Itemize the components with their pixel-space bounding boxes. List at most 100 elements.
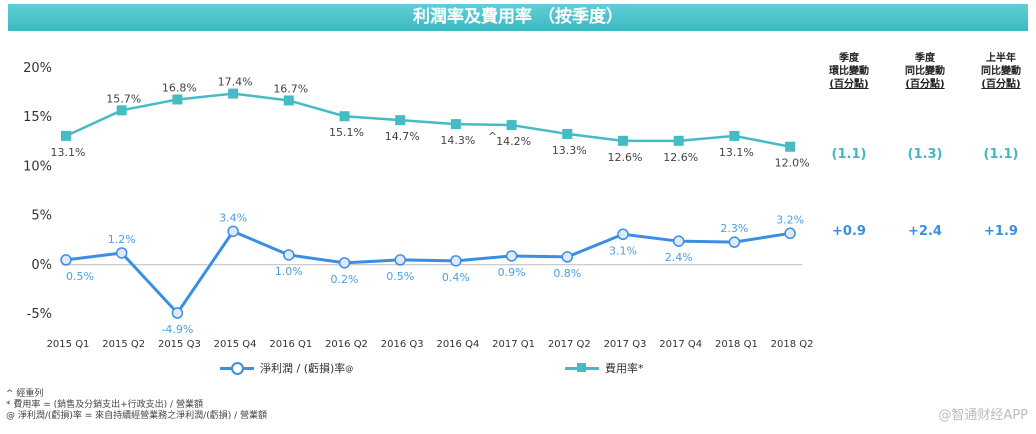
expense-yoy-value: (1.3) (907, 147, 943, 162)
x-tick-label: 2015 Q1 (47, 339, 90, 350)
col-header-line: 同比變動 (905, 66, 945, 77)
expense-point (729, 130, 740, 141)
net-point (784, 227, 796, 240)
net-data-label: 2.4% (665, 251, 693, 264)
net-data-label: 0.9% (498, 266, 526, 279)
col-header-unit: (百分點) (829, 79, 869, 90)
x-tick-label: 2017 Q1 (492, 339, 535, 350)
legend-item-net: 淨利潤 / (虧損)率 @ (220, 360, 353, 376)
net-yoy-value: +2.4 (908, 224, 942, 239)
expense-data-label: 14.2% (496, 135, 531, 148)
expense-data-label: 16.7% (273, 82, 308, 95)
y-tick-label: 15% (23, 110, 52, 125)
expense-h1-value: (1.1) (983, 147, 1019, 162)
footnotes: ^ 經重列 * 費用率 = (銷售及分銷支出+行政支出) / 營業額 @ 淨利潤… (6, 389, 267, 422)
expense-point (283, 95, 294, 106)
expense-series-line (65, 92, 791, 148)
net-point (450, 255, 462, 267)
x-tick-label: 2017 Q3 (604, 339, 647, 350)
net-data-label: 3.4% (219, 211, 247, 224)
x-tick-label: 2017 Q2 (548, 339, 591, 350)
expense-data-label: 13.1% (719, 146, 754, 159)
footnote: * 費用率 = (銷售及分銷支出+行政支出) / 營業額 (6, 400, 203, 410)
legend-label-expense: 費用率* (605, 362, 644, 375)
y-tick-label: -5% (27, 307, 52, 322)
x-tick-label: 2016 Q3 (381, 339, 424, 350)
y-tick-label: 10% (23, 159, 52, 174)
expense-point (172, 94, 183, 105)
net-data-label: 0.5% (386, 270, 414, 283)
net-data-label: 1.2% (108, 233, 136, 246)
expense-data-label: 12.6% (663, 151, 698, 164)
x-tick-label: 2018 Q2 (771, 339, 814, 350)
col-header-line: 同比變動 (981, 66, 1021, 77)
x-tick-label: 2018 Q1 (715, 339, 758, 350)
expense-data-label: 14.3% (440, 134, 475, 147)
watermark: @智通财经APP (938, 408, 1028, 423)
expense-point (395, 115, 406, 126)
expense-data-label: 13.3% (552, 144, 587, 157)
col-header-unit: (百分點) (905, 79, 945, 90)
col-header-line: 季度 (915, 53, 935, 64)
net-data-label: 0.5% (66, 270, 94, 283)
x-tick-label: 2016 Q2 (325, 339, 368, 350)
expense-point (339, 111, 350, 122)
col-header-line: 環比變動 (829, 66, 869, 77)
legend-net-sup: @ (345, 363, 354, 373)
net-h1-value: +1.9 (984, 224, 1018, 239)
col-header-h1-yoy: 上半年 同比變動 (百分點) (964, 52, 1036, 91)
expense-data-label: 12.0% (775, 157, 810, 170)
y-tick-label: 20% (23, 61, 52, 76)
net-point (60, 254, 72, 266)
net-series-line (65, 229, 791, 316)
col-header-line: 季度 (839, 53, 859, 64)
net-point (505, 250, 518, 262)
square-marker-icon (577, 362, 586, 372)
legend-line-net (220, 361, 254, 375)
x-tick-label: 2016 Q4 (436, 339, 479, 350)
expense-point (61, 130, 71, 141)
net-qoq-value: +0.9 (832, 224, 866, 239)
net-data-label: 3.2% (776, 213, 804, 226)
net-point (171, 307, 184, 319)
expense-qoq-value: (1.1) (831, 147, 867, 162)
net-data-label: 1.0% (275, 265, 303, 278)
net-point (227, 225, 239, 238)
expense-data-label: 12.6% (608, 151, 643, 164)
expense-point (673, 135, 684, 146)
expense-point (228, 88, 239, 99)
legend-line-expense (565, 362, 599, 372)
net-point (115, 247, 128, 259)
x-tick-label: 2015 Q2 (102, 339, 145, 350)
net-point (394, 254, 406, 266)
legend-item-expense: 費用率* (565, 360, 644, 376)
expense-data-label: 13.1% (51, 146, 86, 159)
net-point (617, 228, 629, 241)
expense-point (506, 120, 517, 131)
expense-point (618, 135, 628, 146)
net-data-label: 3.1% (609, 244, 637, 257)
col-header-qoq: 季度 環比變動 (百分點) (812, 52, 886, 91)
net-data-label: -4.9% (161, 323, 193, 336)
y-tick-label: 0% (31, 258, 52, 273)
expense-data-label: 15.7% (106, 92, 141, 105)
net-point (672, 235, 685, 247)
col-header-unit: (百分點) (981, 79, 1021, 90)
net-data-label: 0.2% (331, 273, 359, 286)
net-point (561, 251, 574, 263)
net-data-label: 0.8% (553, 267, 581, 280)
net-point (338, 257, 351, 269)
legend-label-net: 淨利潤 / (虧損)率 (260, 362, 346, 375)
restated-mark: ^ (488, 130, 497, 143)
footnote: @ 淨利潤/(虧損)率 = 來自持續經營業務之淨利潤/(虧損) / 營業額 (6, 411, 267, 421)
chart-title: 利潤率及費用率 （按季度） (8, 4, 1028, 31)
expense-data-label: 15.1% (329, 126, 364, 139)
expense-data-label: 17.4% (218, 76, 253, 89)
net-data-label: 0.4% (442, 271, 470, 284)
expense-point (562, 128, 573, 139)
x-tick-label: 2017 Q4 (659, 339, 702, 350)
legend: 淨利潤 / (虧損)率 @ 費用率* (220, 360, 720, 380)
footnote: ^ 經重列 (6, 389, 44, 399)
circle-marker-icon (231, 361, 244, 375)
